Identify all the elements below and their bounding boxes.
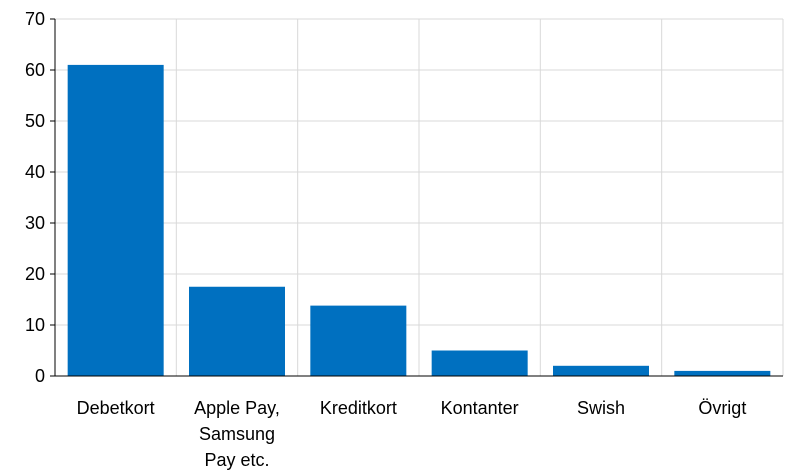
bar-0	[67, 64, 164, 377]
x-tick-label-1: Apple Pay, Samsung Pay etc.	[194, 398, 280, 470]
y-tick-label-20: 20	[25, 264, 45, 284]
x-tick-label-5: Övrigt	[698, 398, 746, 418]
y-tick-label-70: 70	[25, 9, 45, 29]
chart-axes	[54, 19, 783, 377]
bar-3	[431, 350, 528, 376]
y-tick-label-60: 60	[25, 60, 45, 80]
y-tick-label-0: 0	[35, 366, 45, 386]
x-tick-label-2: Kreditkort	[320, 398, 397, 418]
y-tick-label-50: 50	[25, 111, 45, 131]
x-tick-label-0: Debetkort	[77, 398, 155, 418]
y-tick-label-10: 10	[25, 315, 45, 335]
x-tick-label-3: Kontanter	[441, 398, 519, 418]
bar-4	[553, 365, 649, 376]
y-axis-ticks: 0 10 20 30 40 50 60 70	[25, 9, 55, 386]
y-tick-label-30: 30	[25, 213, 45, 233]
chart-grid	[55, 18, 784, 376]
chart-bars	[67, 64, 771, 377]
bar-5	[674, 370, 771, 376]
x-axis-labels: Debetkort Apple Pay, Samsung Pay etc. Kredit…	[77, 398, 747, 470]
bar-2	[310, 305, 407, 376]
y-tick-label-40: 40	[25, 162, 45, 182]
bar-1	[189, 286, 285, 376]
x-tick-label-4: Swish	[577, 398, 625, 418]
